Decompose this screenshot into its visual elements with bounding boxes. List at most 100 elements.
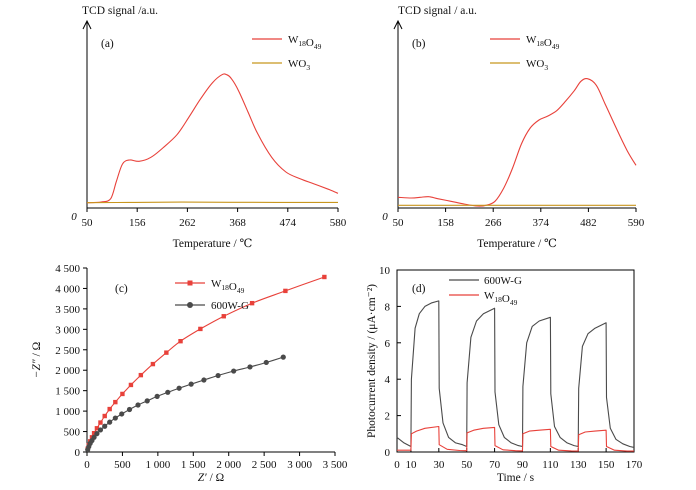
data-point (198, 326, 203, 332)
y-tick-label: 0 (75, 447, 81, 459)
x-axis-label-symbol: Z′ (198, 472, 207, 484)
data-point (280, 354, 286, 360)
subscript: 3 (544, 63, 548, 72)
y-axis-label-unit: / Ω (31, 342, 43, 360)
legend-label: W18O49 (288, 34, 322, 51)
y-axis-title: TCD signal / a.u. (398, 5, 477, 17)
x-tick-label: 368 (229, 217, 246, 229)
data-point (112, 415, 118, 421)
data-point (98, 420, 103, 425)
x-axis-label: Temperature / ℃ (173, 238, 253, 250)
label-part: O (544, 37, 552, 49)
series-line-0 (86, 73, 339, 204)
x-tick-label: 266 (485, 217, 502, 229)
origin-label: 0 (382, 211, 388, 223)
panel-label: (d) (412, 283, 426, 295)
y-axis-arrow (82, 19, 92, 30)
x-tick-label: 90 (517, 459, 529, 471)
x-tick-label: 374 (533, 217, 550, 229)
x-axis-label: Time / s (497, 472, 535, 484)
label-part: W (526, 34, 537, 46)
series-line-0 (397, 77, 637, 207)
data-point (94, 426, 100, 431)
x-tick-label: 474 (280, 217, 297, 229)
label-part: W (484, 290, 495, 302)
data-point (119, 411, 125, 417)
y-axis-title: TCD signal /a.u. (82, 5, 158, 17)
x-tick-label: 110 (542, 459, 559, 471)
y-tick-label: 1 000 (55, 406, 80, 418)
data-point (91, 434, 97, 440)
subscript: 18 (221, 283, 229, 292)
data-point (247, 364, 253, 370)
y-axis-label: Photocurrent density / (μA·cm⁻²) (366, 284, 378, 438)
series-line-1 (397, 425, 634, 452)
data-point (102, 423, 108, 429)
x-tick-label: 170 (626, 459, 643, 471)
data-point (231, 368, 237, 374)
label-part: 600W-G (484, 275, 522, 287)
y-tick-label: 4 (385, 374, 391, 386)
data-point (135, 402, 141, 408)
x-tick-label: 2 000 (216, 459, 241, 471)
y-axis-label-symbol: −Z″ (31, 359, 43, 378)
data-point (154, 393, 160, 399)
y-axis-label: −Z″ / Ω (31, 342, 43, 378)
data-point (176, 385, 182, 391)
data-point (126, 406, 133, 413)
subscript: 3 (306, 63, 310, 72)
label-part: W (211, 278, 222, 290)
label-part: O (306, 37, 314, 49)
panel-label: (a) (101, 38, 114, 50)
data-point (263, 359, 269, 366)
y-tick-label: 2 000 (55, 365, 80, 377)
legend-label: 600W-G (484, 275, 522, 287)
y-tick-label: 3 000 (55, 324, 80, 336)
legend-marker (187, 302, 193, 308)
y-tick-label: 6 (385, 338, 391, 350)
y-axis-arrow (393, 19, 403, 30)
label-part: WO (526, 58, 544, 70)
x-tick-label: 158 (437, 217, 454, 229)
subscript: 49 (552, 42, 560, 51)
data-point (188, 381, 194, 387)
data-point (322, 274, 327, 280)
data-point (113, 399, 118, 405)
data-point (201, 377, 207, 383)
data-point (102, 413, 107, 419)
subscript: 49 (314, 42, 322, 51)
data-point (144, 398, 150, 404)
legend-label: 600W-G (211, 300, 249, 312)
y-tick-label: 10 (379, 265, 391, 277)
data-point (97, 427, 104, 433)
series-line-1 (86, 201, 338, 204)
y-tick-label: 4 000 (55, 283, 80, 295)
x-axis-label-unit: / Ω (207, 472, 225, 484)
legend-marker (187, 280, 193, 286)
data-point (215, 372, 221, 379)
x-tick-label: 1 000 (145, 459, 170, 471)
plot-frame (396, 269, 635, 453)
legend-label: W18O49 (211, 278, 245, 295)
data-point (107, 406, 112, 412)
data-point (249, 300, 255, 306)
data-point (120, 391, 125, 397)
x-tick-label: 150 (598, 459, 615, 471)
data-point (165, 389, 171, 395)
x-tick-label: 1 500 (181, 459, 206, 471)
series-line-0 (87, 276, 325, 449)
legend-label: WO3 (288, 58, 310, 72)
series-line-0 (396, 300, 635, 448)
data-point (178, 338, 183, 344)
legend-label: W18O49 (484, 290, 518, 307)
panel-label: (c) (115, 283, 128, 295)
origin-label: 0 (71, 211, 77, 223)
subscript: 18 (536, 39, 544, 48)
x-axis-label: Temperature / ℃ (477, 238, 557, 250)
y-tick-label: 0 (385, 447, 391, 459)
x-tick-label: 3 500 (323, 459, 348, 471)
legend-label: W18O49 (526, 34, 560, 51)
x-tick-label: 500 (114, 459, 131, 471)
y-tick-label: 2 (385, 411, 391, 423)
